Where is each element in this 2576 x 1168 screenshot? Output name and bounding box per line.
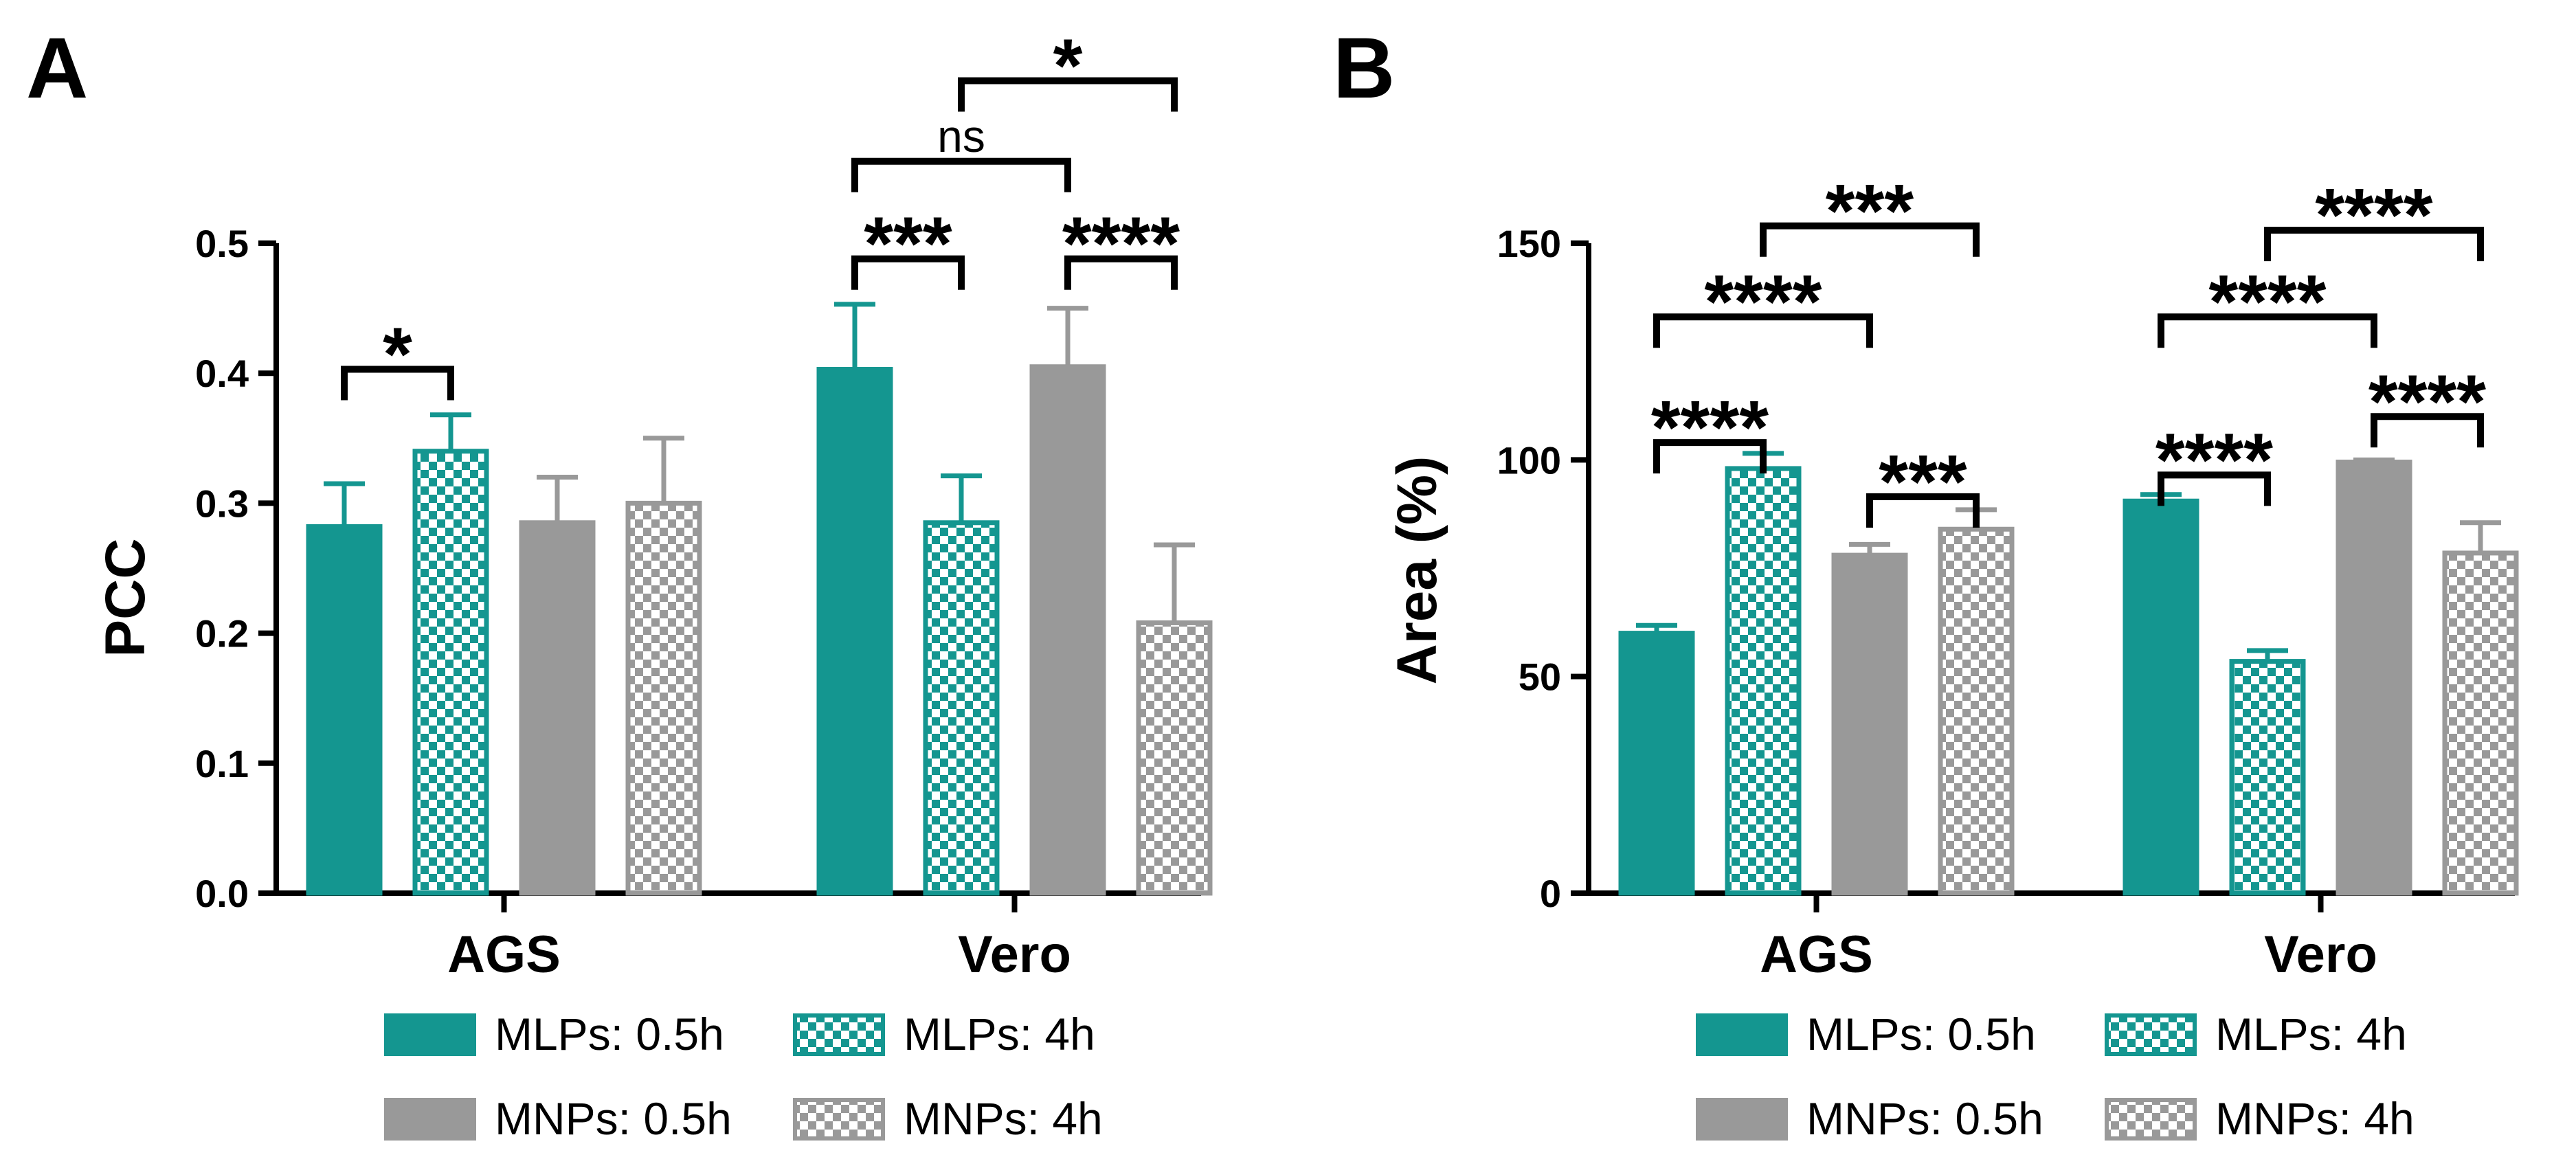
legend-label: MNPs: 0.5h — [1806, 1093, 2043, 1144]
significance-bracket — [1653, 439, 1767, 474]
x-category-label: AGS — [1760, 925, 1873, 984]
panel-letter-a: A — [26, 21, 88, 116]
y-tick-label: 0.4 — [195, 352, 249, 395]
significance-bracket — [851, 255, 965, 290]
bar — [1618, 631, 1695, 896]
legend-label: MLPs: 4h — [2215, 1009, 2407, 1059]
bar — [1136, 620, 1213, 896]
bar — [1831, 552, 1908, 896]
y-tick-label: 0.3 — [195, 482, 249, 525]
significance-bracket — [851, 157, 1071, 192]
significance-label: **** — [2315, 173, 2432, 258]
bar — [816, 367, 893, 896]
significance-bracket — [341, 366, 454, 401]
bar — [2442, 550, 2519, 896]
legend-swatch — [384, 1013, 476, 1056]
y-tick-label: 0.0 — [195, 872, 249, 915]
legend-swatch — [793, 1098, 885, 1141]
significance-label: **** — [1704, 260, 1822, 344]
significance-label: *** — [1879, 440, 1967, 524]
bar — [2336, 459, 2412, 896]
bar — [519, 520, 596, 896]
y-tick-label: 100 — [1497, 438, 1561, 482]
bar — [1029, 364, 1106, 896]
bar — [923, 520, 1000, 896]
significance-label: * — [1053, 24, 1083, 109]
significance-label: **** — [1651, 385, 1769, 470]
significance-bracket — [1760, 222, 1980, 257]
significance-label: *** — [1826, 169, 1914, 254]
legend-label: MLPs: 0.5h — [495, 1009, 724, 1059]
legend-swatch — [384, 1098, 476, 1141]
y-tick-label: 0 — [1540, 872, 1561, 915]
legend-label: MLPs: 4h — [904, 1009, 1095, 1059]
y-tick-label: 0.1 — [195, 742, 249, 785]
significance-bracket — [2158, 471, 2271, 506]
bar — [306, 524, 383, 896]
significance-label: **** — [2155, 418, 2273, 502]
significance-bracket — [1064, 255, 1178, 290]
x-category-label: Vero — [958, 925, 1071, 984]
legend-label: MNPs: 4h — [2215, 1093, 2415, 1144]
significance-label: *** — [864, 202, 952, 287]
legend-b: MLPs: 0.5h MLPs: 4h MNPs: 0.5h MNPs: 4h — [1696, 1009, 2415, 1144]
panel-letter-b: B — [1333, 21, 1395, 116]
bar — [1938, 526, 2015, 896]
y-axis-label-a: PCC — [94, 538, 157, 657]
x-category-label: Vero — [2264, 925, 2377, 984]
significance-label: ns — [937, 111, 985, 161]
significance-bracket — [2264, 227, 2484, 262]
significance-label: * — [383, 313, 412, 397]
legend-swatch — [2105, 1013, 2197, 1056]
significance-bracket — [1653, 313, 1873, 348]
legend-a: MLPs: 0.5h MLPs: 4h MNPs: 0.5h MNPs: 4h — [384, 1009, 1103, 1144]
significance-bracket — [2158, 313, 2377, 348]
bar — [1725, 466, 1802, 896]
bar — [2123, 498, 2199, 896]
legend-label: MNPs: 0.5h — [495, 1093, 732, 1144]
bar — [2229, 659, 2306, 896]
bar — [412, 449, 489, 896]
y-tick-label: 0.2 — [195, 612, 249, 655]
significance-bracket — [958, 77, 1178, 112]
y-tick-label: 0.5 — [195, 222, 249, 265]
legend-swatch — [2105, 1098, 2197, 1141]
significance-label: **** — [2208, 260, 2326, 344]
legend-swatch — [1696, 1013, 1788, 1056]
significance-bracket — [2371, 413, 2484, 448]
legend-swatch — [793, 1013, 885, 1056]
y-tick-label: 150 — [1497, 222, 1561, 265]
x-category-label: AGS — [447, 925, 561, 984]
legend-label: MLPs: 0.5h — [1806, 1009, 2036, 1059]
significance-bracket — [1866, 493, 1980, 528]
legend-swatch — [1696, 1098, 1788, 1141]
legend-label: MNPs: 4h — [904, 1093, 1103, 1144]
y-axis-label-b: Area (%) — [1386, 456, 1448, 685]
bar — [625, 500, 702, 896]
significance-label: **** — [1062, 202, 1180, 287]
y-tick-label: 50 — [1519, 655, 1561, 699]
significance-label: **** — [2368, 359, 2486, 444]
